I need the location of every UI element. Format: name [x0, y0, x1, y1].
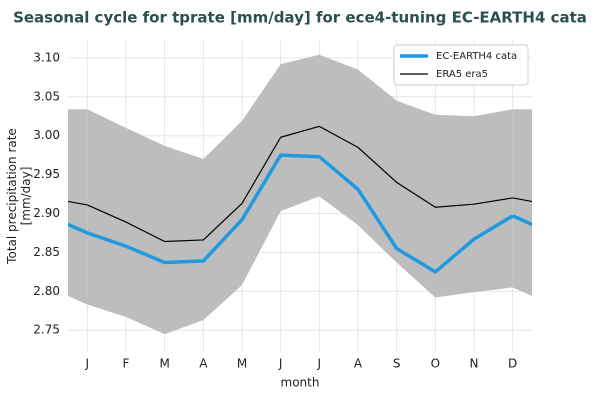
- plot-area: [68, 40, 532, 352]
- chart-title: Seasonal cycle for tprate [mm/day] for e…: [13, 9, 587, 27]
- y-tick-label: 2.80: [33, 284, 60, 298]
- x-tick-label: A: [354, 357, 363, 371]
- series-line-wrap: [68, 200, 88, 206]
- series-line: [86, 153, 514, 274]
- x-tick-label: M: [159, 357, 169, 371]
- spread-band-wrap: [512, 109, 532, 296]
- legend-label: EC-EARTH4 cata: [436, 51, 517, 62]
- axes: 2.75 2.80 2.85 2.90 2.95 3.00 3.05 3.10 J F M A M J J A…: [33, 50, 517, 370]
- legend: EC-EARTH4 cata ERA5 era5: [393, 44, 529, 86]
- y-tick-label: 3.00: [33, 128, 60, 142]
- y-axis-label-text: Total precipitation rate[mm/day]: [5, 128, 33, 265]
- y-tick-label: 2.85: [33, 245, 60, 259]
- x-tick-label: J: [278, 357, 283, 371]
- y-tick-label: 3.10: [33, 50, 60, 64]
- legend-label: ERA5 era5: [436, 69, 488, 80]
- x-axis-label: month: [281, 376, 320, 390]
- y-axis-label: Total precipitation rate[mm/day]: [5, 128, 33, 265]
- x-tick-label: M: [237, 357, 247, 371]
- x-tick-label: N: [470, 357, 479, 371]
- x-tick-label: D: [508, 357, 517, 371]
- series-line: [87, 125, 513, 243]
- x-tick-label: O: [431, 357, 440, 371]
- x-tick-label: A: [199, 357, 208, 371]
- spread-band: [87, 54, 513, 335]
- series-line-wrap: [511, 214, 532, 227]
- y-tick-label: 2.90: [33, 206, 60, 220]
- y-tick-label: 3.05: [33, 89, 60, 103]
- x-tick-label: S: [393, 357, 401, 371]
- series-line-wrap: [512, 197, 532, 203]
- spread-band-wrap: [68, 109, 88, 305]
- x-tick-label: J: [85, 357, 90, 371]
- series-line-wrap: [68, 222, 89, 235]
- y-tick-label: 2.95: [33, 167, 60, 181]
- x-tick-label: J: [317, 357, 322, 371]
- x-tick-label: F: [123, 357, 130, 371]
- y-tick-label: 2.75: [33, 323, 60, 337]
